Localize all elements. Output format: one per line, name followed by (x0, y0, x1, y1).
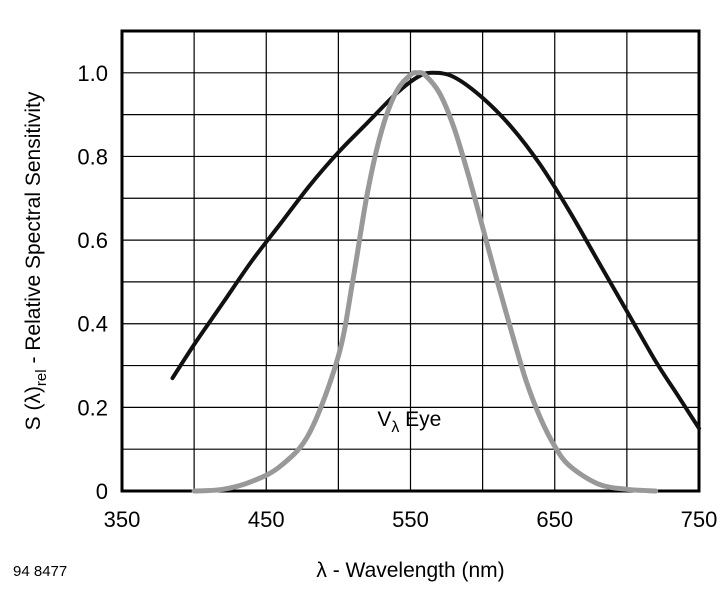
figure-code: 94 8477 (13, 563, 68, 580)
y-tick-label: 0.4 (77, 312, 108, 337)
x-tick-label: 550 (392, 507, 429, 532)
x-tick-label: 650 (536, 507, 573, 532)
y-tick-label: 0.2 (77, 395, 108, 420)
y-axis-title: S (λ)rel - Relative Spectral Sensitivity (22, 91, 50, 430)
v-lambda-eye-label: Vλ Eye (377, 408, 441, 436)
x-tick-label: 450 (248, 507, 285, 532)
y-tick-label: 0 (96, 479, 108, 504)
y-tick-label: 0.6 (77, 228, 108, 253)
y-tick-label: 0.8 (77, 144, 108, 169)
y-tick-label: 1.0 (77, 61, 108, 86)
x-tick-label: 350 (104, 507, 141, 532)
curve-photodiode-sensitivity (170, 70, 701, 431)
curve-v-lambda-eye (191, 70, 659, 494)
x-tick-label: 750 (681, 507, 718, 532)
plot-border (120, 29, 701, 493)
x-axis-title: λ - Wavelength (nm) (316, 559, 504, 582)
